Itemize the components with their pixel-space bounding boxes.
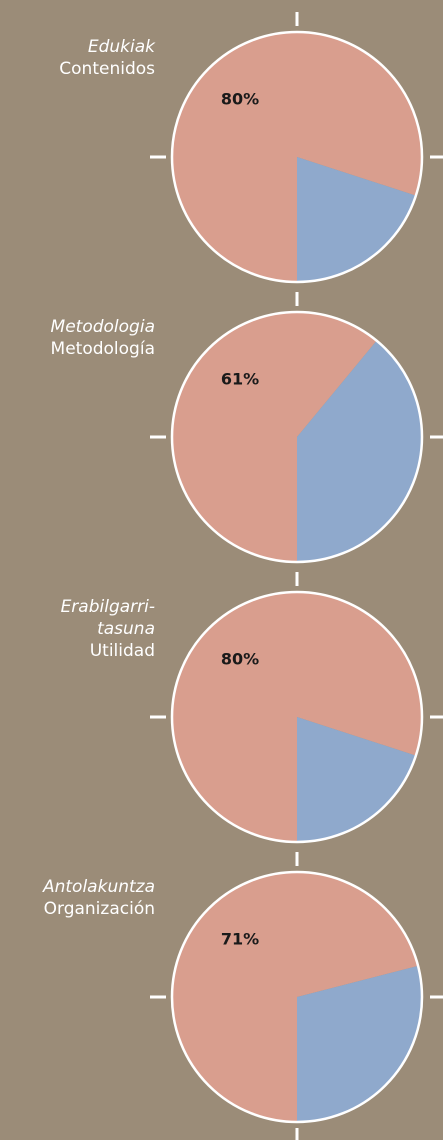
pie-outline bbox=[170, 310, 424, 564]
pie-slice bbox=[172, 872, 419, 1122]
title: Metodologia bbox=[51, 317, 155, 337]
title: Edukiak bbox=[88, 37, 156, 57]
subtitle: Utilidad bbox=[90, 641, 155, 661]
title: tasuna bbox=[97, 619, 155, 639]
pie-outline bbox=[170, 590, 424, 844]
subtitle: Contenidos bbox=[59, 59, 155, 79]
value-label: 71% bbox=[221, 930, 259, 949]
pie-slice bbox=[297, 340, 422, 562]
pie-outline bbox=[170, 30, 424, 284]
value-label: 80% bbox=[221, 650, 259, 669]
pie-slice bbox=[297, 157, 416, 282]
pie-slice bbox=[172, 311, 377, 562]
pie-outline bbox=[170, 870, 424, 1124]
value-label: 80% bbox=[221, 90, 259, 109]
subtitle: Metodología bbox=[51, 339, 155, 359]
title: Erabilgarri- bbox=[61, 597, 155, 617]
title: Antolakuntza bbox=[42, 877, 155, 897]
pie-slice bbox=[297, 717, 416, 842]
subtitle: Organización bbox=[44, 899, 155, 919]
value-label: 61% bbox=[221, 370, 259, 389]
pie-slice bbox=[297, 965, 422, 1122]
